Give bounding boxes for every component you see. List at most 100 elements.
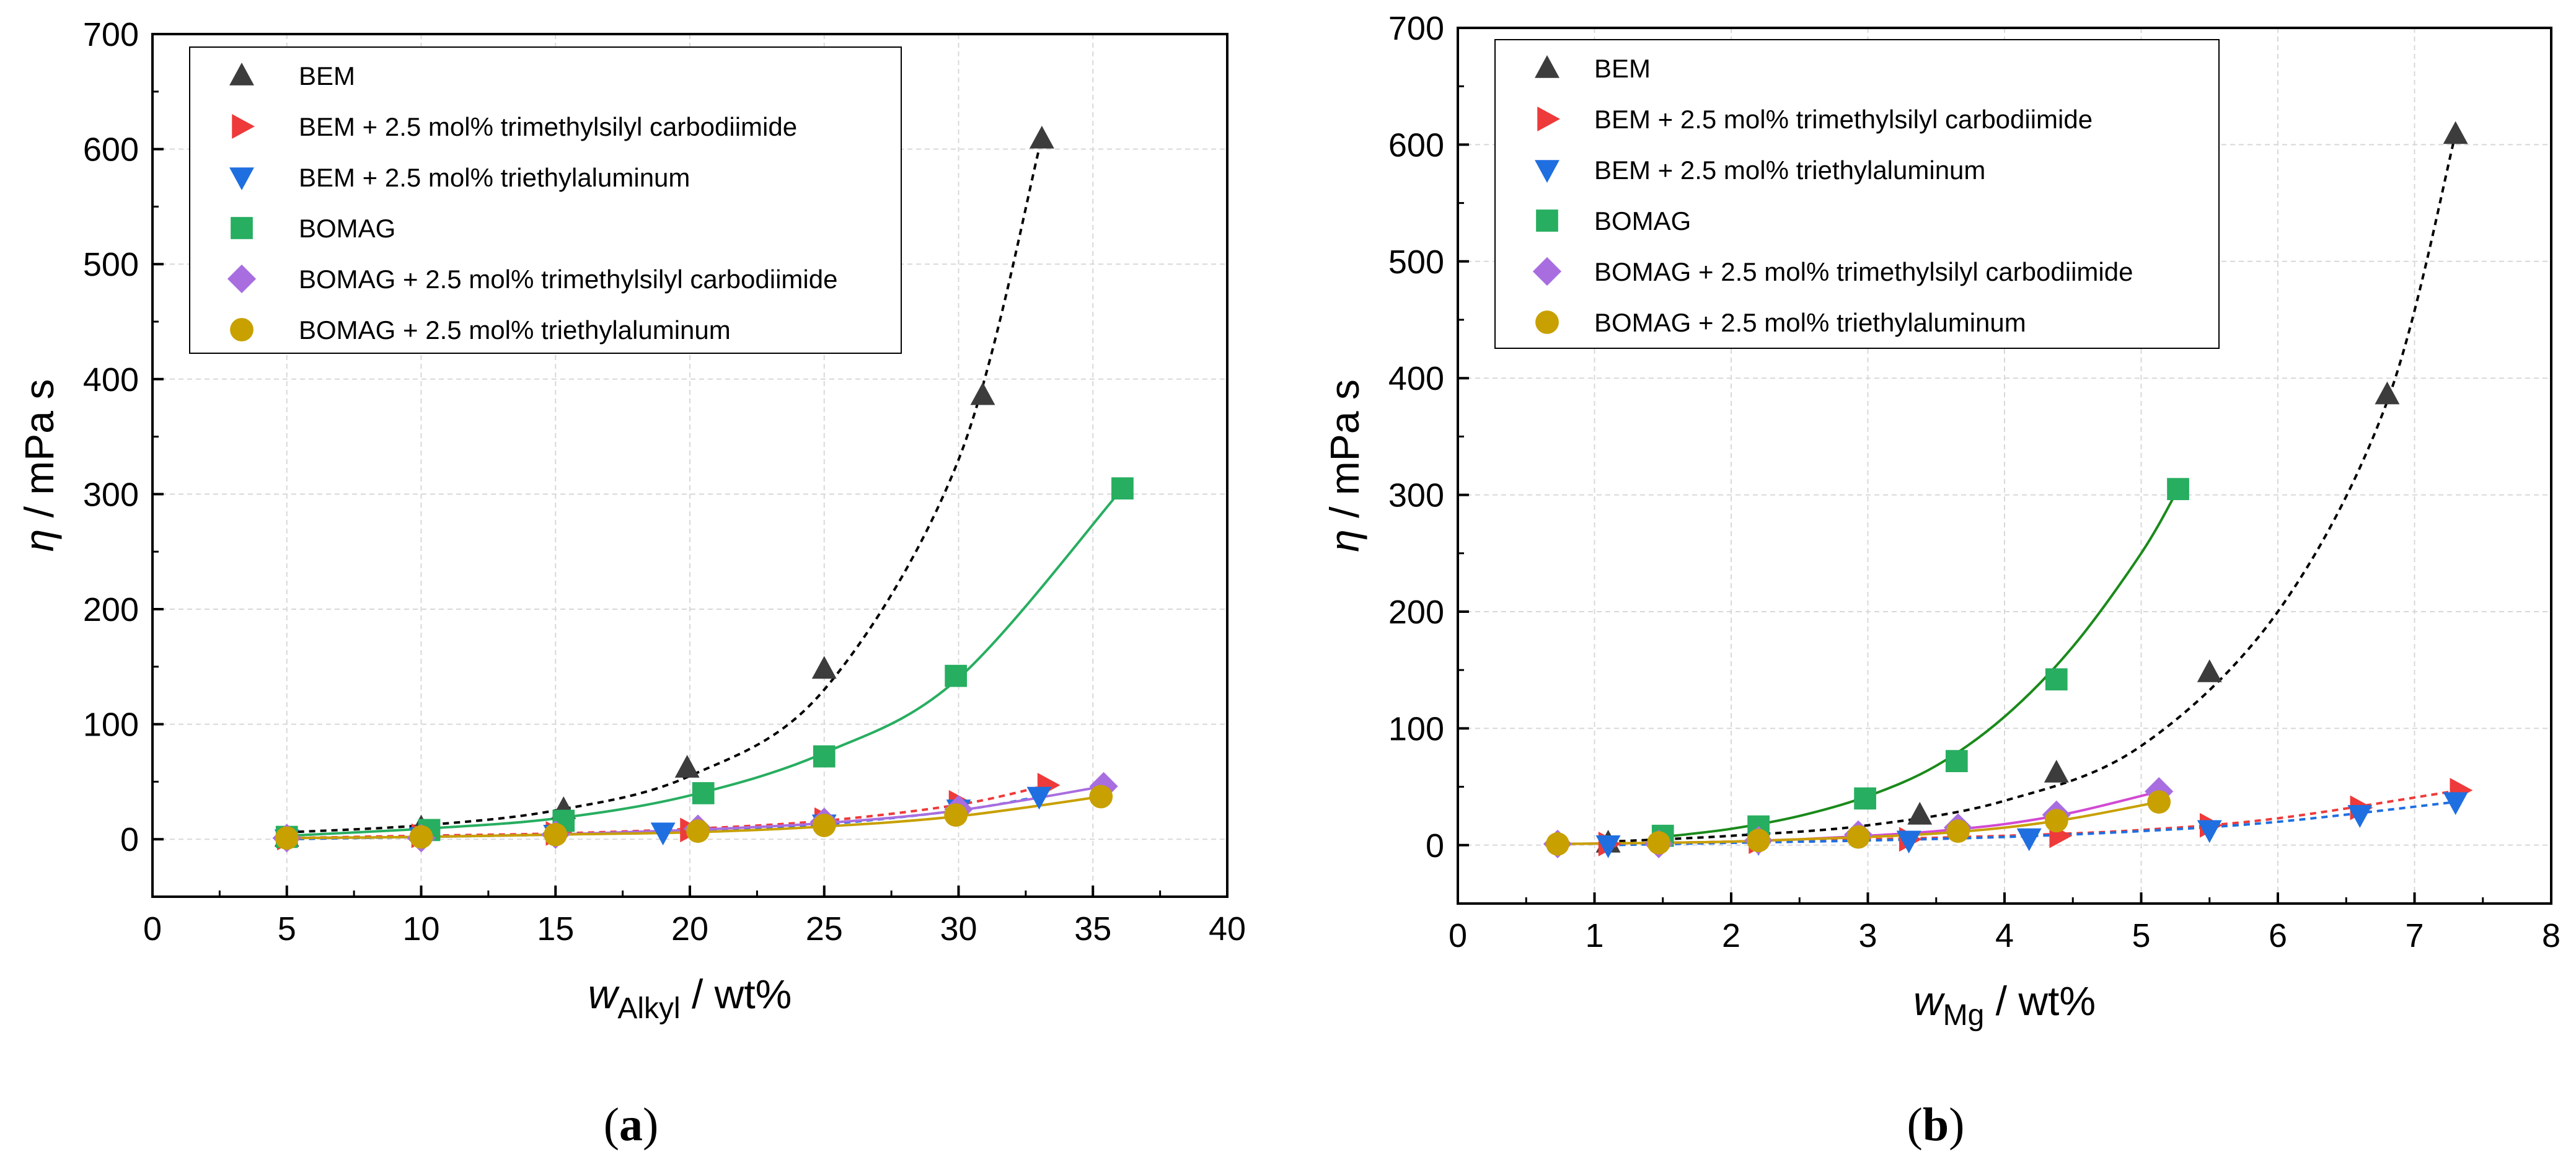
x-tick-label: 5 — [2132, 917, 2150, 954]
legend-label-3: BEM + 2.5 mol% triethylaluminum — [1594, 156, 1985, 185]
y-axis-var: η — [16, 529, 62, 552]
x-tick-label: 40 — [1209, 910, 1246, 948]
x-axis-sub: Mg — [1943, 999, 1985, 1032]
panel-label-close: ) — [643, 1099, 658, 1151]
y-tick-label: 100 — [83, 706, 139, 744]
legend-marker-4 — [1536, 209, 1558, 232]
data-point-series-3 — [2347, 805, 2373, 828]
data-point-series-3 — [1595, 835, 1621, 858]
x-tick-label: 3 — [1858, 917, 1877, 954]
x-tick-label: 1 — [1585, 917, 1603, 954]
x-axis-unit: / wt% — [1984, 978, 2096, 1024]
panel-label-open: ( — [1907, 1099, 1923, 1151]
legend-marker-2 — [1537, 107, 1560, 131]
legend-marker-1 — [229, 63, 254, 86]
data-point-series-1 — [2197, 659, 2222, 682]
data-point-series-3 — [1896, 830, 1921, 854]
data-point-series-4 — [813, 745, 836, 768]
y-tick-label: 200 — [83, 591, 139, 628]
legend-marker-3 — [229, 167, 254, 190]
data-point-series-3 — [650, 822, 676, 846]
data-point-series-6 — [944, 803, 968, 827]
y-tick-label: 400 — [1388, 360, 1444, 397]
legend-marker-5 — [1532, 257, 1562, 286]
x-axis-var: w — [588, 971, 620, 1017]
legend-label-5: BOMAG + 2.5 mol% trimethylsilyl carbodii… — [299, 265, 837, 294]
x-tick-label: 25 — [806, 910, 843, 948]
data-points — [272, 125, 1134, 853]
data-point-series-1 — [1029, 125, 1054, 149]
data-point-series-6 — [2147, 790, 2171, 814]
x-tick-label: 30 — [940, 910, 977, 948]
panel-label: (a) — [604, 1099, 659, 1151]
x-axis-sub: Alkyl — [617, 992, 680, 1025]
y-tick-label: 300 — [1388, 477, 1444, 514]
data-point-series-3 — [1026, 786, 1052, 810]
data-point-series-6 — [544, 822, 568, 847]
data-point-series-6 — [1946, 819, 1970, 843]
legend-label-1: BEM — [1594, 54, 1651, 83]
data-point-series-4 — [2167, 478, 2189, 501]
y-axis-title: η / mPa s — [16, 379, 62, 552]
y-tick-label: 200 — [1388, 594, 1444, 631]
legend-label-6: BOMAG + 2.5 mol% triethylaluminum — [1594, 308, 2026, 337]
x-tick-label: 35 — [1074, 910, 1111, 948]
data-point-series-1 — [674, 755, 700, 778]
data-point-series-1 — [1907, 801, 1933, 825]
y-axis-unit: / mPa s — [16, 379, 62, 529]
data-point-series-1 — [2044, 759, 2069, 783]
data-point-series-6 — [2044, 809, 2068, 833]
data-point-series-6 — [686, 819, 710, 843]
legend-label-2: BEM + 2.5 mol% trimethylsilyl carbodiimi… — [1594, 105, 2093, 134]
y-tick-label: 700 — [1388, 10, 1444, 47]
data-point-series-6 — [275, 826, 299, 850]
y-tick-label: 300 — [83, 476, 139, 513]
legend-label-1: BEM — [299, 61, 355, 90]
y-tick-label: 700 — [83, 16, 139, 53]
panel-label: (b) — [1907, 1099, 1965, 1151]
y-axis-title: η / mPa s — [1321, 379, 1367, 552]
data-point-series-3 — [2443, 792, 2468, 816]
x-tick-label: 15 — [537, 910, 574, 948]
legend-label-4: BOMAG — [299, 214, 395, 243]
x-tick-label: 7 — [2405, 917, 2424, 954]
legend-marker-6 — [230, 318, 254, 341]
data-point-series-4 — [692, 782, 715, 804]
x-tick-label: 10 — [402, 910, 439, 948]
data-point-series-6 — [812, 814, 836, 837]
data-point-series-6 — [1647, 831, 1671, 855]
y-tick-label: 500 — [83, 246, 139, 283]
chart-panel-a: 0 5 10 15 20 25 30 35 400100200300400500600700wA… — [16, 16, 1246, 1151]
x-tick-label: 4 — [1995, 917, 2014, 954]
data-point-series-1 — [970, 382, 995, 405]
legend-box — [189, 46, 902, 354]
x-tick-label: 5 — [278, 910, 296, 948]
data-point-series-6 — [1546, 832, 1569, 856]
x-tick-label: 20 — [671, 910, 708, 948]
legend-marker-4 — [231, 217, 253, 239]
x-axis-title: wMg / wt% — [1913, 978, 2096, 1032]
data-point-series-4 — [1945, 750, 1968, 773]
panel-label-letter: b — [1923, 1099, 1949, 1151]
x-axis-title: wAlkyl / wt% — [588, 971, 792, 1025]
data-point-series-3 — [2016, 828, 2042, 851]
y-tick-label: 600 — [1388, 126, 1444, 164]
data-point-series-4 — [945, 664, 968, 687]
legend-box — [1494, 39, 2220, 349]
x-axis-unit: / wt% — [681, 971, 792, 1017]
data-point-series-6 — [1089, 785, 1113, 809]
panel-label-close: ) — [1949, 1099, 1964, 1151]
y-tick-label: 600 — [83, 131, 139, 169]
y-tick-label: 100 — [1388, 710, 1444, 747]
panel-label-letter: a — [619, 1099, 643, 1151]
legend-marker-6 — [1535, 310, 1559, 334]
legend-marker-3 — [1535, 160, 1559, 183]
legend-label-5: BOMAG + 2.5 mol% trimethylsilyl carbodii… — [1594, 257, 2133, 286]
legend-label-3: BEM + 2.5 mol% triethylaluminum — [299, 163, 690, 192]
data-point-series-6 — [409, 825, 433, 849]
chart-panel-b: 0 1 2 3 4 5 6 7 8 0 100 200 300 400 500 600 700 wMg / wt%… — [1321, 10, 2561, 1151]
legend: BEM BEM + 2.5 mol% trimethylsilyl carbodi… — [189, 46, 902, 354]
y-tick-label: 0 — [120, 821, 139, 858]
legend-marker-2 — [232, 114, 255, 139]
